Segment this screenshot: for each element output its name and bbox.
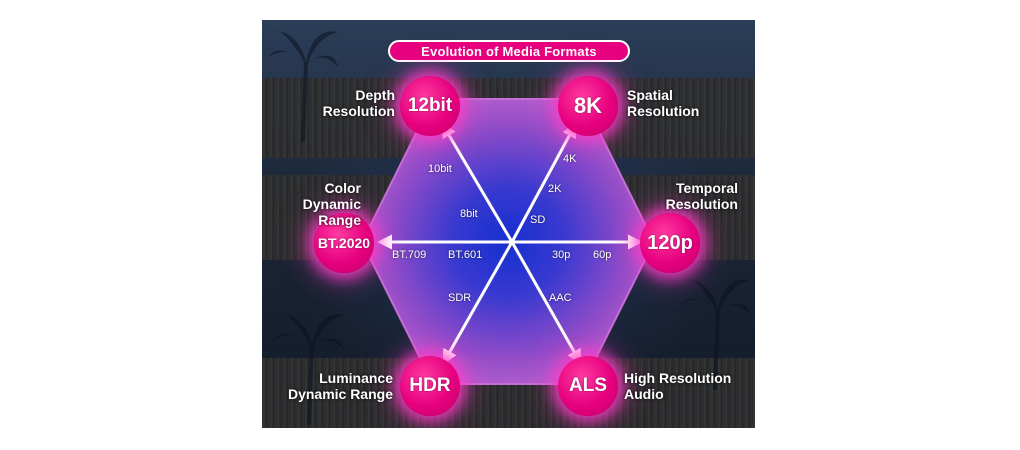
label-luminance-dynamic-range: Luminance Dynamic Range	[287, 370, 393, 402]
node-8k: 8K	[558, 76, 618, 136]
node-als: ALS	[558, 356, 618, 416]
label-depth-resolution: Depth Resolution	[322, 87, 395, 119]
label-color-dynamic-range: Color Dynamic Range	[302, 180, 361, 228]
tick-bt601: BT.601	[448, 249, 483, 261]
palm-tree-icon	[680, 277, 750, 390]
tick-10bit: 10bit	[428, 163, 452, 175]
tick-2k: 2K	[548, 183, 562, 195]
arrow-luminance	[442, 241, 514, 365]
arrow-audio	[510, 241, 582, 365]
palm-tree-icon	[274, 312, 344, 425]
tick-bt709: BT.709	[392, 249, 427, 261]
tick-sd: SD	[530, 214, 546, 226]
palm-tree-icon	[268, 29, 338, 142]
node-120p: 120p	[640, 213, 700, 273]
diagram-title: Evolution of Media Formats	[388, 40, 630, 62]
tick-8bit: 8bit	[460, 208, 478, 220]
tick-sdr: SDR	[448, 292, 472, 304]
node-bt2020: BT.2020	[314, 213, 374, 273]
arrow-spatial	[510, 122, 577, 243]
label-temporal-resolution: Temporal Resolution	[665, 180, 738, 212]
label-high-resolution-audio: High Resolution Audio	[624, 370, 732, 402]
node-hdr: HDR	[400, 356, 460, 416]
tick-30p: 30p	[552, 249, 571, 261]
tick-aac: AAC	[549, 292, 572, 304]
tick-4k: 4K	[563, 153, 577, 165]
arrow-depth	[441, 122, 514, 243]
tick-60p: 60p	[593, 249, 612, 261]
diagram-panel: Evolution of Media Formats 12bit 8K 120p…	[262, 20, 755, 428]
node-12bit: 12bit	[400, 76, 460, 136]
label-spatial-resolution: Spatial Resolution	[627, 87, 700, 119]
